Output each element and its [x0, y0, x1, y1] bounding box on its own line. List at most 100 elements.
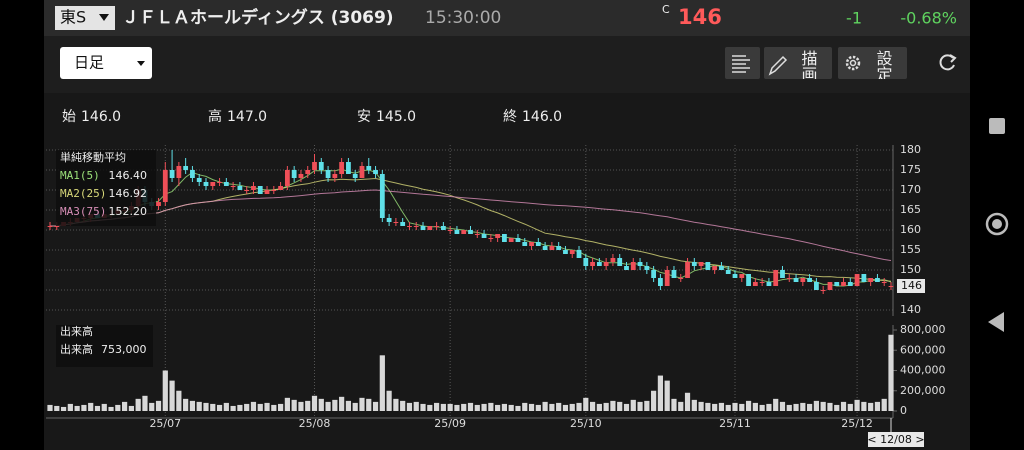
candle-body	[515, 238, 521, 242]
volume-bar	[861, 401, 867, 411]
ohlc-value: 146.0	[81, 109, 121, 125]
candle-body	[447, 230, 453, 231]
candle-body	[793, 278, 799, 282]
volume-bar	[149, 402, 155, 411]
cursor-label: < 12/08 >	[867, 433, 924, 446]
x-tick-label: 25/11	[719, 417, 751, 430]
volume-bar	[88, 402, 94, 411]
list-button[interactable]	[725, 47, 760, 79]
home-button[interactable]	[985, 212, 1009, 236]
candle-body	[780, 270, 785, 278]
candle-body	[305, 170, 311, 174]
volume-bar	[732, 402, 738, 411]
market: 東S	[60, 8, 86, 27]
candle-body	[318, 162, 324, 170]
refresh-icon[interactable]	[939, 54, 955, 71]
volume-bar	[277, 403, 284, 411]
draw-button[interactable]	[764, 47, 832, 79]
volume-bar	[467, 402, 474, 411]
volume-bar	[352, 402, 358, 411]
candle-body	[400, 222, 406, 226]
volume-bar	[393, 398, 399, 411]
volume-bar	[868, 402, 874, 411]
legend-value: 753,000	[101, 343, 147, 356]
candle-body	[196, 178, 202, 182]
candle-body	[881, 282, 887, 283]
candle-body	[264, 190, 270, 194]
volume-bar	[752, 402, 758, 411]
volume-bar	[203, 402, 209, 411]
candle-body	[230, 186, 236, 187]
candle-body	[183, 166, 189, 170]
volume-bar	[210, 403, 216, 411]
volume-bar	[257, 403, 263, 411]
candle-body	[739, 274, 745, 278]
candle-body	[244, 190, 250, 191]
candle-body	[603, 262, 609, 266]
volume-bar	[474, 404, 480, 411]
volume-bar	[101, 403, 107, 411]
volume-bar	[284, 397, 290, 411]
volume-bar	[189, 400, 196, 411]
volume-bar	[366, 398, 372, 411]
candle-body	[725, 270, 731, 274]
volume-bar	[420, 403, 426, 411]
candle-body	[223, 182, 229, 186]
candle-body	[481, 234, 487, 238]
volume-bar	[556, 402, 562, 411]
change-pct: -0.68%	[900, 9, 957, 28]
candle-body	[664, 270, 670, 286]
volume-bar	[671, 398, 677, 411]
candle-body	[563, 250, 568, 254]
candle-body	[868, 278, 874, 282]
candle-body	[454, 230, 460, 234]
y-tick-label: 400,000	[900, 364, 946, 377]
y-tick-label: 150	[900, 263, 921, 276]
time: 15:30:00	[425, 8, 501, 28]
volume-bar	[162, 370, 168, 411]
candle-body	[800, 278, 806, 282]
candle-body	[210, 182, 216, 186]
list-icon	[732, 55, 750, 73]
settings-label: 設定	[874, 50, 893, 82]
volume-bar	[515, 405, 521, 411]
period-select[interactable]	[60, 47, 152, 79]
y-tick-label: 180	[900, 143, 921, 156]
volume-bar	[433, 402, 440, 411]
volume-bar	[237, 404, 243, 411]
volume-bar	[623, 403, 630, 411]
volume-bar	[461, 403, 467, 411]
candle-body	[325, 170, 331, 178]
candle-body	[583, 258, 589, 266]
last-price: 146	[901, 279, 922, 292]
candle-body	[339, 162, 345, 174]
volume-bar	[589, 401, 596, 411]
volume-bar	[244, 403, 250, 411]
recents-button[interactable]	[989, 118, 1005, 134]
ohlc-value: 145.0	[376, 109, 416, 125]
candle-body	[542, 246, 548, 250]
volume-bar	[305, 400, 311, 411]
volume-bar	[250, 401, 257, 411]
candle-body	[556, 246, 562, 250]
candle-body	[386, 218, 392, 222]
ohlc-label: 安	[357, 109, 371, 125]
volume-bar	[610, 400, 616, 411]
volume-bar	[169, 380, 175, 411]
volume-bar	[128, 405, 134, 411]
volume-bar	[739, 403, 745, 411]
x-tick-label: 25/10	[570, 417, 602, 430]
volume-bar	[216, 404, 223, 411]
volume-bar	[779, 401, 786, 411]
volume-bar	[691, 399, 697, 411]
back-button[interactable]	[988, 312, 1004, 332]
candle-body	[156, 202, 161, 206]
settings-button[interactable]	[838, 47, 907, 79]
candle-body	[237, 186, 243, 190]
volume-bar	[698, 401, 704, 411]
candle-body	[861, 274, 867, 282]
volume-bar	[603, 402, 609, 411]
volume-bar	[881, 398, 887, 411]
x-tick-label: 25/08	[299, 417, 331, 430]
candle-body	[596, 262, 602, 266]
